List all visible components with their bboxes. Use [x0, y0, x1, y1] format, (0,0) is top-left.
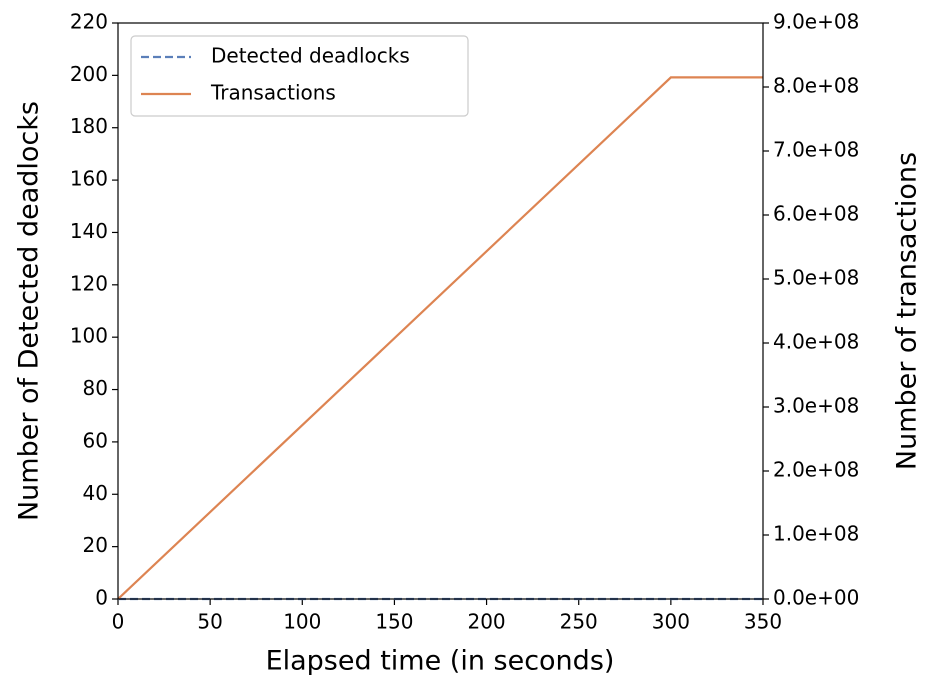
x-tick-label: 0	[112, 610, 125, 634]
y-tick-label: 160	[70, 167, 108, 191]
y2-tick-label: 1.0e+08	[773, 522, 859, 546]
y-tick-label: 140	[70, 219, 108, 243]
y-tick-label: 220	[70, 10, 108, 34]
legend-label: Detected deadlocks	[211, 44, 410, 68]
y2-tick-label: 7.0e+08	[773, 138, 859, 162]
y2-tick-label: 6.0e+08	[773, 202, 859, 226]
y-tick-label: 20	[83, 533, 108, 557]
y-tick-label: 80	[83, 376, 108, 400]
y2-tick-label: 3.0e+08	[773, 394, 859, 418]
x-axis-label: Elapsed time (in seconds)	[266, 646, 615, 677]
y2-tick-label: 9.0e+08	[773, 10, 859, 34]
y-axis-label: Number of Detected deadlocks	[14, 101, 45, 521]
y-tick-label: 180	[70, 114, 108, 138]
y2-tick-label: 4.0e+08	[773, 330, 859, 354]
x-tick-label: 150	[375, 610, 413, 634]
y2-axis-label: Number of transactions	[892, 152, 923, 470]
x-tick-label: 300	[652, 610, 690, 634]
line-series	[117, 76, 763, 600]
y-tick-label: 200	[70, 62, 108, 86]
x-tick-label: 200	[467, 610, 505, 634]
plot-frame	[117, 22, 764, 600]
y-tick-label: 100	[70, 324, 108, 348]
x-tick-label: 50	[197, 610, 222, 634]
x-tick-label: 100	[283, 610, 321, 634]
legend-label: Transactions	[210, 81, 336, 105]
legend-box	[130, 35, 469, 117]
y-tick-label: 120	[70, 271, 108, 295]
y2-tick-label: 0.0e+00	[773, 586, 859, 610]
x-tick-label: 350	[744, 610, 782, 634]
y2-tick-label: 5.0e+08	[773, 266, 859, 290]
y2-tick-label: 8.0e+08	[773, 74, 859, 98]
x-tick-label: 250	[560, 610, 598, 634]
y-tick-label: 0	[95, 586, 108, 610]
y2-tick-label: 2.0e+08	[773, 458, 859, 482]
y-tick-label: 40	[83, 481, 108, 505]
y-tick-label: 60	[83, 428, 108, 452]
